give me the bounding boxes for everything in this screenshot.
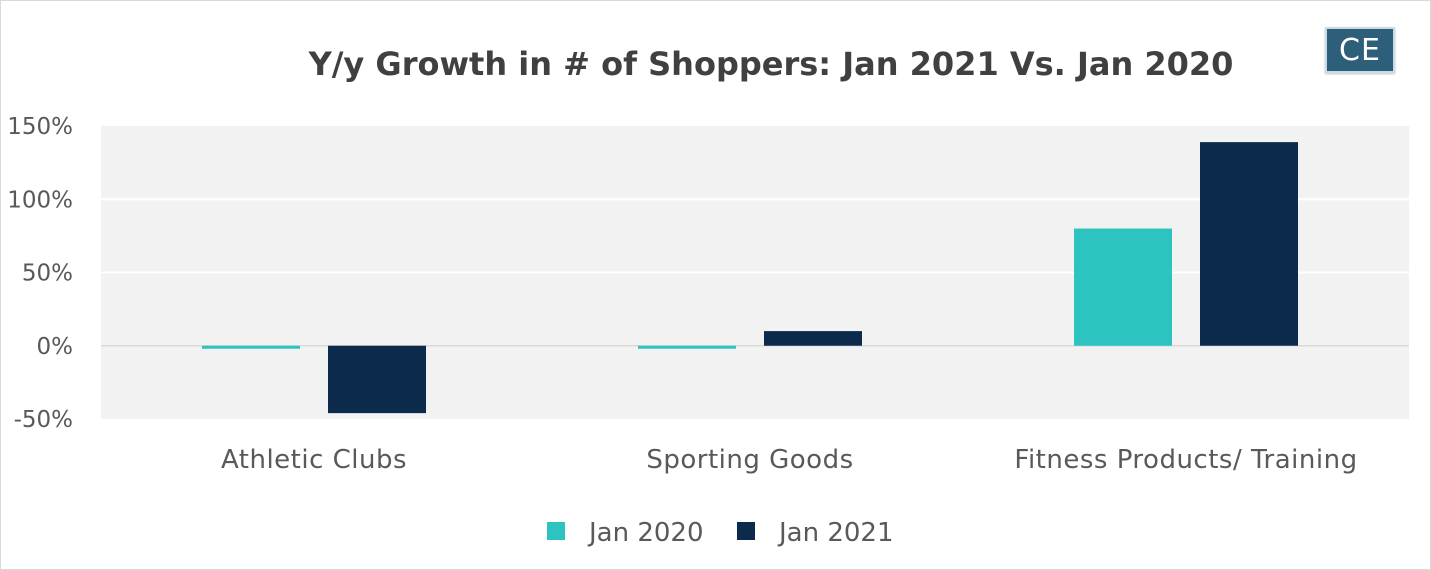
- legend-label: Jan 2020: [587, 518, 704, 548]
- category-label: Sporting Goods: [646, 445, 853, 475]
- y-tick-label: 50%: [22, 261, 73, 287]
- legend-label: Jan 2021: [777, 518, 894, 548]
- bar-jan-2020: [202, 345, 300, 349]
- bar-jan-2021: [328, 345, 426, 414]
- category-label: Fitness Products/ Training: [1014, 445, 1357, 475]
- category-label: Athletic Clubs: [221, 445, 407, 475]
- brand-logo: CE: [1325, 27, 1395, 73]
- y-tick-label: 150%: [7, 114, 73, 140]
- y-tick-label: -50%: [14, 407, 73, 433]
- bar-jan-2021: [1200, 142, 1298, 346]
- bar-jan-2021: [764, 331, 862, 346]
- bar-jan-2020: [1074, 228, 1172, 346]
- y-tick-label: 0%: [37, 334, 74, 360]
- legend-swatch: [547, 522, 565, 540]
- legend-swatch: [737, 522, 755, 540]
- bar-jan-2020: [638, 345, 736, 349]
- chart-title: Y/y Growth in # of Shoppers: Jan 2021 Vs…: [308, 45, 1234, 83]
- y-tick-label: 100%: [7, 187, 73, 213]
